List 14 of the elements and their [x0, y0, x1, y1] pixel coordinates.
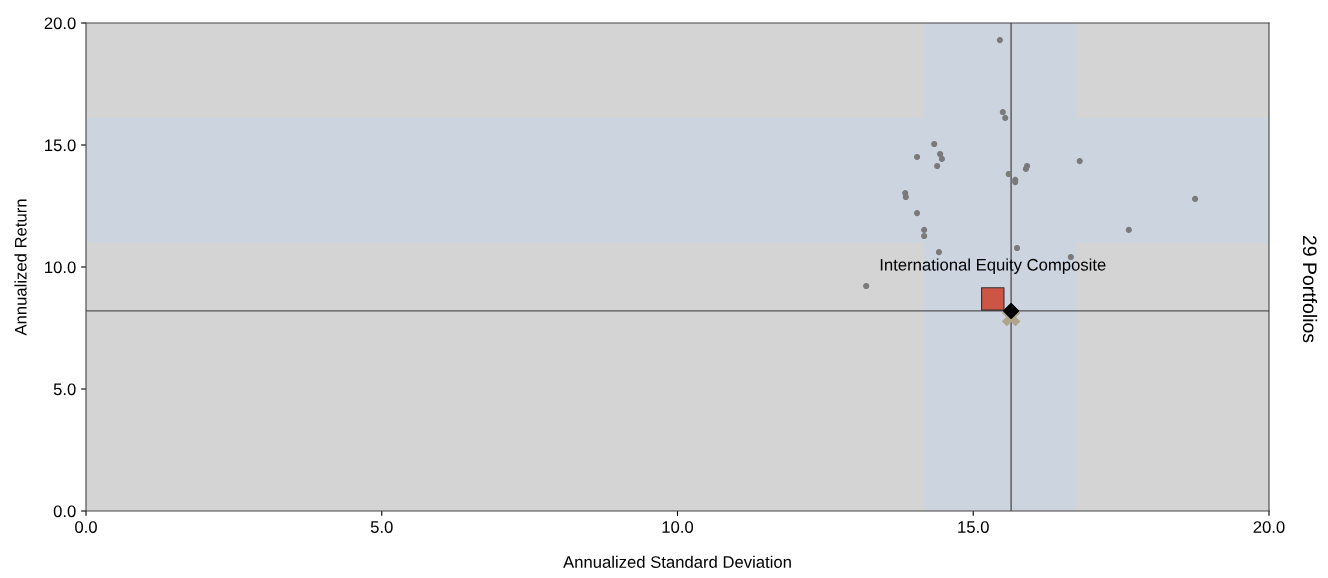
y-axis-title: Annualized Return	[14, 199, 27, 336]
x-tick-label: 5.0	[370, 521, 393, 533]
x-tick-label: 10.0	[662, 521, 694, 533]
x-tick-label: 20.0	[1253, 521, 1285, 533]
x-tick-label: 0.0	[75, 521, 97, 533]
y-tick-label: 10.0	[45, 261, 76, 274]
y-tick-label: 20.0	[44, 17, 76, 30]
y-tick-label: 0.0	[53, 505, 76, 518]
x-tick-label: 15.0	[958, 521, 989, 533]
y-tick-label: 5.0	[53, 383, 76, 396]
text: 29 Portfolios	[1302, 235, 1318, 343]
x-axis-title: Annualized Standard Deviation	[563, 555, 791, 568]
series-label: International Equity Composite	[880, 258, 1106, 274]
y-tick-label: 15.0	[45, 139, 76, 152]
